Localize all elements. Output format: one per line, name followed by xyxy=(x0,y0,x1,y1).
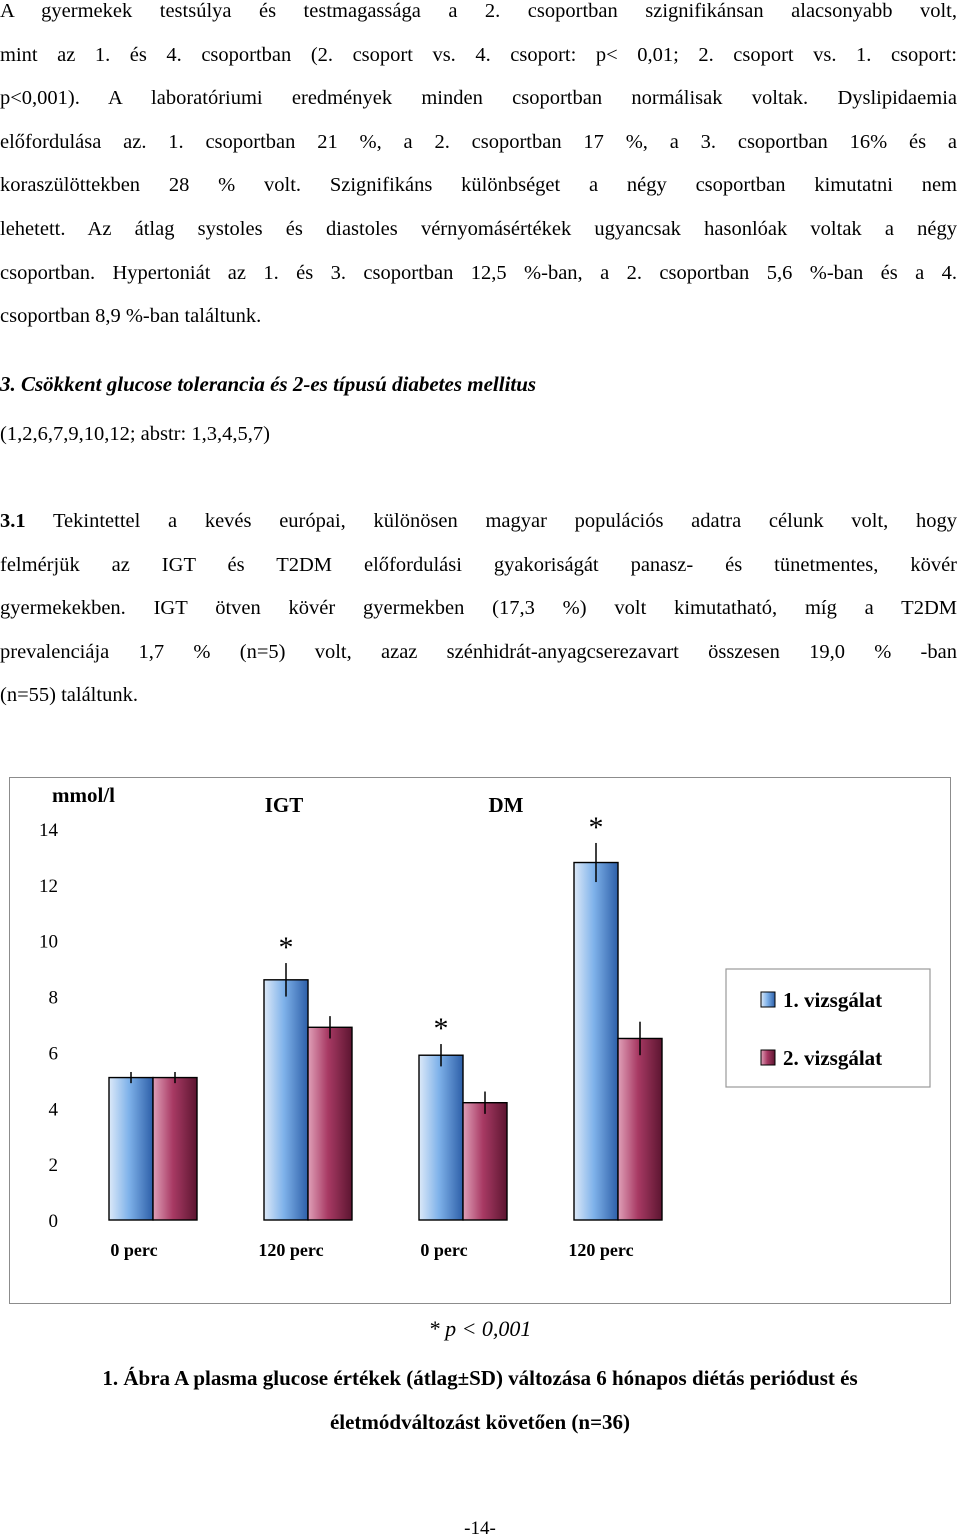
text-line: prevalenciája 1,7 % (n=5) volt, azaz szé… xyxy=(0,640,957,663)
text-line: csoportban 8,9 %-ban találtunk. xyxy=(0,305,262,328)
text-line: koraszülöttekben 28 % volt. Szignifikáns… xyxy=(0,174,957,197)
text-line: gyermekekben. IGT ötven kövér gyermekben… xyxy=(0,597,957,620)
page-number: -14- xyxy=(464,1518,496,1539)
caption-line: 1. Ábra A plasma glucose értékek (átlag±… xyxy=(102,1366,858,1390)
intro-paragraph: A gyermekek testsúlya és testmagassága a… xyxy=(0,0,957,339)
caption-line: életmódváltozást követően (n=36) xyxy=(329,1410,631,1434)
text-line: A gyermekek testsúlya és testmagassága a… xyxy=(0,0,957,22)
section-paragraph: 3.1 Tekintettel a kevés európai, különös… xyxy=(0,500,957,718)
significance-note: * p < 0,001 xyxy=(428,1316,532,1341)
text-line: előfordulása az. 1. csoportban 21 %, a 2… xyxy=(0,130,957,153)
text-line: lehetett. Az átlag systoles és diastoles… xyxy=(0,217,957,240)
text-line: (n=55) találtunk. xyxy=(0,684,138,707)
text-line: mint az 1. és 4. csoportban (2. csoport … xyxy=(0,43,957,66)
text-line: p<0,001). A laboratóriumi eredmények min… xyxy=(0,87,957,110)
section-heading: 3. Csökkent glucose tolerancia és 2-es t… xyxy=(0,372,537,396)
text-line: felmérjük az IGT és T2DM előfordulási gy… xyxy=(0,553,957,576)
text-line: csoportban. Hypertoniát az 1. és 3. csop… xyxy=(0,261,957,284)
paragraph-number: 3.1 xyxy=(0,510,26,532)
chart-frame xyxy=(9,777,951,1304)
figure-caption: 1. Ábra A plasma glucose értékek (átlag±… xyxy=(0,1356,960,1444)
text-line: Tekintettel a kevés európai, különösen m… xyxy=(25,510,957,532)
section-references: (1,2,6,7,9,10,12; abstr: 1,3,4,5,7) xyxy=(0,423,270,445)
